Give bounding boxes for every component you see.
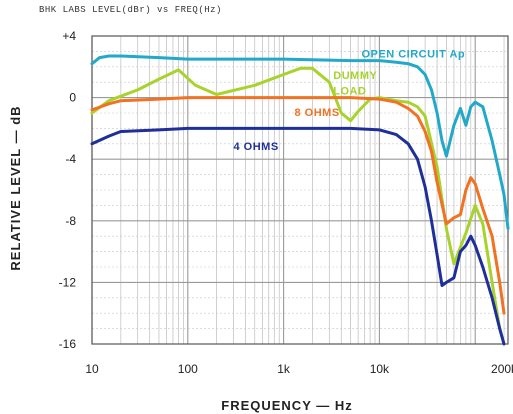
y-tick-label: -16 bbox=[59, 337, 77, 351]
series-layer bbox=[90, 54, 510, 346]
series-annotation: 8 OHMS bbox=[295, 107, 340, 119]
y-tick-label: -8 bbox=[65, 214, 76, 228]
y-axis-title: RELATIVE LEVEL — dB bbox=[8, 105, 23, 270]
tick-labels: 10 100 1k 10k 200k +4 0 -4 -8 -12 -16 bbox=[59, 29, 513, 376]
series-line-open-circuit bbox=[90, 54, 510, 230]
series-labels: OPEN CIRCUIT Ap DUMMY LOAD 8 OHMS 4 OHMS bbox=[234, 49, 465, 153]
page-title: BHK LABS LEVEL(dBr) vs FREQ(Hz) bbox=[39, 5, 222, 15]
x-axis-title: FREQUENCY — Hz bbox=[221, 398, 353, 413]
plot-frame bbox=[91, 35, 509, 345]
series-annotation: LOAD bbox=[333, 86, 366, 98]
y-tick-label: -4 bbox=[65, 152, 76, 166]
x-tick-label: 200k bbox=[491, 362, 513, 376]
series-annotation: OPEN CIRCUIT Ap bbox=[361, 49, 465, 61]
y-tick-label: 0 bbox=[69, 91, 76, 105]
y-tick-label: +4 bbox=[62, 29, 76, 43]
series-line-4-ohms bbox=[90, 126, 506, 346]
series-annotation: DUMMY bbox=[333, 70, 377, 82]
x-tick-label: 10k bbox=[370, 362, 390, 376]
x-tick-label: 10 bbox=[85, 362, 99, 376]
series-annotation: 4 OHMS bbox=[234, 141, 279, 153]
x-tick-label: 1k bbox=[277, 362, 291, 376]
series-line-8-ohms bbox=[90, 96, 506, 315]
plot-border bbox=[91, 35, 509, 345]
x-tick-label: 100 bbox=[178, 362, 198, 376]
series-line-dummy-load bbox=[90, 66, 506, 346]
y-tick-label: -12 bbox=[59, 275, 77, 289]
